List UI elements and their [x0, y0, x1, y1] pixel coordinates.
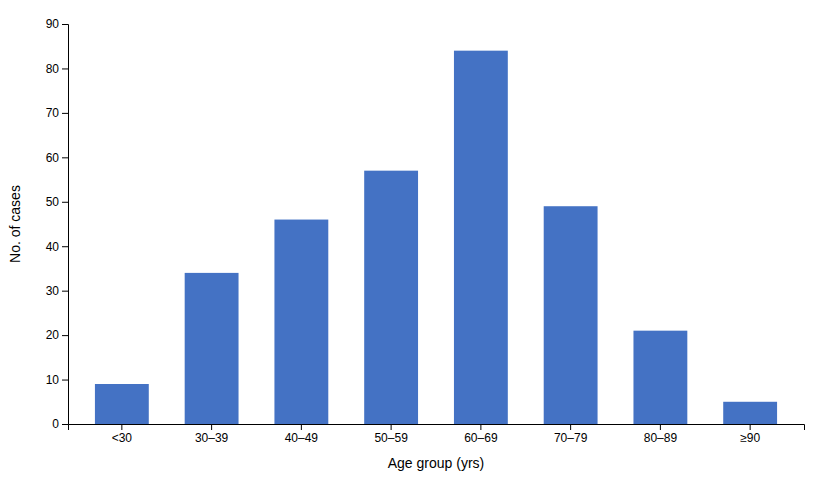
bar	[95, 384, 149, 424]
x-tick: 30–39	[195, 424, 229, 445]
y-tick-mark	[62, 291, 68, 292]
x-tick-label: <30	[112, 431, 133, 445]
bar	[723, 402, 777, 424]
x-tick-label: 80–89	[644, 431, 678, 445]
bar	[185, 273, 239, 424]
y-tick-label: 0	[52, 417, 59, 431]
x-tick-mark	[660, 424, 661, 430]
y-tick-mark	[62, 68, 68, 69]
x-tick-label: 30–39	[195, 431, 229, 445]
x-tick: 60–69	[464, 424, 498, 445]
x-tick-mark	[211, 424, 212, 430]
x-tick: 40–49	[285, 424, 319, 445]
y-tick-label: 60	[46, 151, 60, 165]
x-axis: <30 30–39 40–49 50–59 60–69 70–79 80–89 ≥90	[69, 424, 805, 445]
y-tick: 20	[46, 328, 68, 342]
bar	[633, 331, 687, 424]
y-tick: 70	[46, 106, 68, 120]
x-tick-mark	[301, 424, 302, 430]
y-tick-label: 90	[46, 17, 60, 31]
y-tick-mark	[62, 157, 68, 158]
y-tick-mark	[62, 335, 68, 336]
y-tick-mark	[62, 246, 68, 247]
bar	[454, 51, 508, 424]
y-tick: 90	[46, 17, 68, 31]
y-tick-label: 20	[46, 328, 60, 342]
x-axis-title: Age group (yrs)	[388, 455, 484, 471]
y-tick-label: 50	[46, 195, 60, 209]
x-tick-mark	[750, 424, 751, 430]
y-tick: 40	[46, 240, 68, 254]
x-tick-mark	[121, 424, 122, 430]
x-tick: <30	[112, 424, 133, 445]
bar	[274, 220, 328, 424]
bar	[544, 206, 598, 424]
y-tick-mark	[62, 380, 68, 381]
y-tick-label: 30	[46, 284, 60, 298]
x-axis-line	[69, 425, 805, 431]
y-tick-mark	[62, 24, 68, 25]
y-tick: 0	[52, 417, 68, 431]
y-tick-label: 10	[46, 373, 60, 387]
x-tick: 70–79	[554, 424, 588, 445]
x-tick-mark	[570, 424, 571, 430]
x-tick: ≥90	[740, 424, 760, 445]
x-tick-label: 60–69	[464, 431, 498, 445]
plot: <30 30–39 40–49 50–59 60–69 70–79 80–89 ≥90 0 10 2…	[46, 17, 805, 444]
x-tick-mark	[391, 424, 392, 430]
y-axis: 0 10 20 30 40 50 60 70 80 90	[46, 17, 69, 431]
bars	[95, 51, 777, 424]
x-tick: 80–89	[644, 424, 678, 445]
y-tick: 10	[46, 373, 68, 387]
x-tick: 50–59	[374, 424, 408, 445]
x-tick-label: ≥90	[740, 431, 760, 445]
y-tick-label: 80	[46, 62, 60, 76]
y-tick: 80	[46, 62, 68, 76]
bar	[364, 171, 418, 424]
y-tick-label: 40	[46, 240, 60, 254]
x-tick-mark	[480, 424, 481, 430]
y-tick-mark	[62, 113, 68, 114]
x-tick-label: 40–49	[285, 431, 319, 445]
y-tick-mark	[62, 202, 68, 203]
x-tick-label: 50–59	[374, 431, 408, 445]
x-tick-label: 70–79	[554, 431, 588, 445]
y-tick: 50	[46, 195, 68, 209]
y-axis-line	[62, 25, 69, 425]
y-tick: 30	[46, 284, 68, 298]
y-tick: 60	[46, 151, 68, 165]
y-tick-mark	[62, 424, 68, 425]
y-axis-title: No. of cases	[7, 185, 23, 263]
chart: <30 30–39 40–49 50–59 60–69 70–79 80–89 ≥90 0 10 2…	[0, 0, 828, 482]
y-tick-label: 70	[46, 106, 60, 120]
